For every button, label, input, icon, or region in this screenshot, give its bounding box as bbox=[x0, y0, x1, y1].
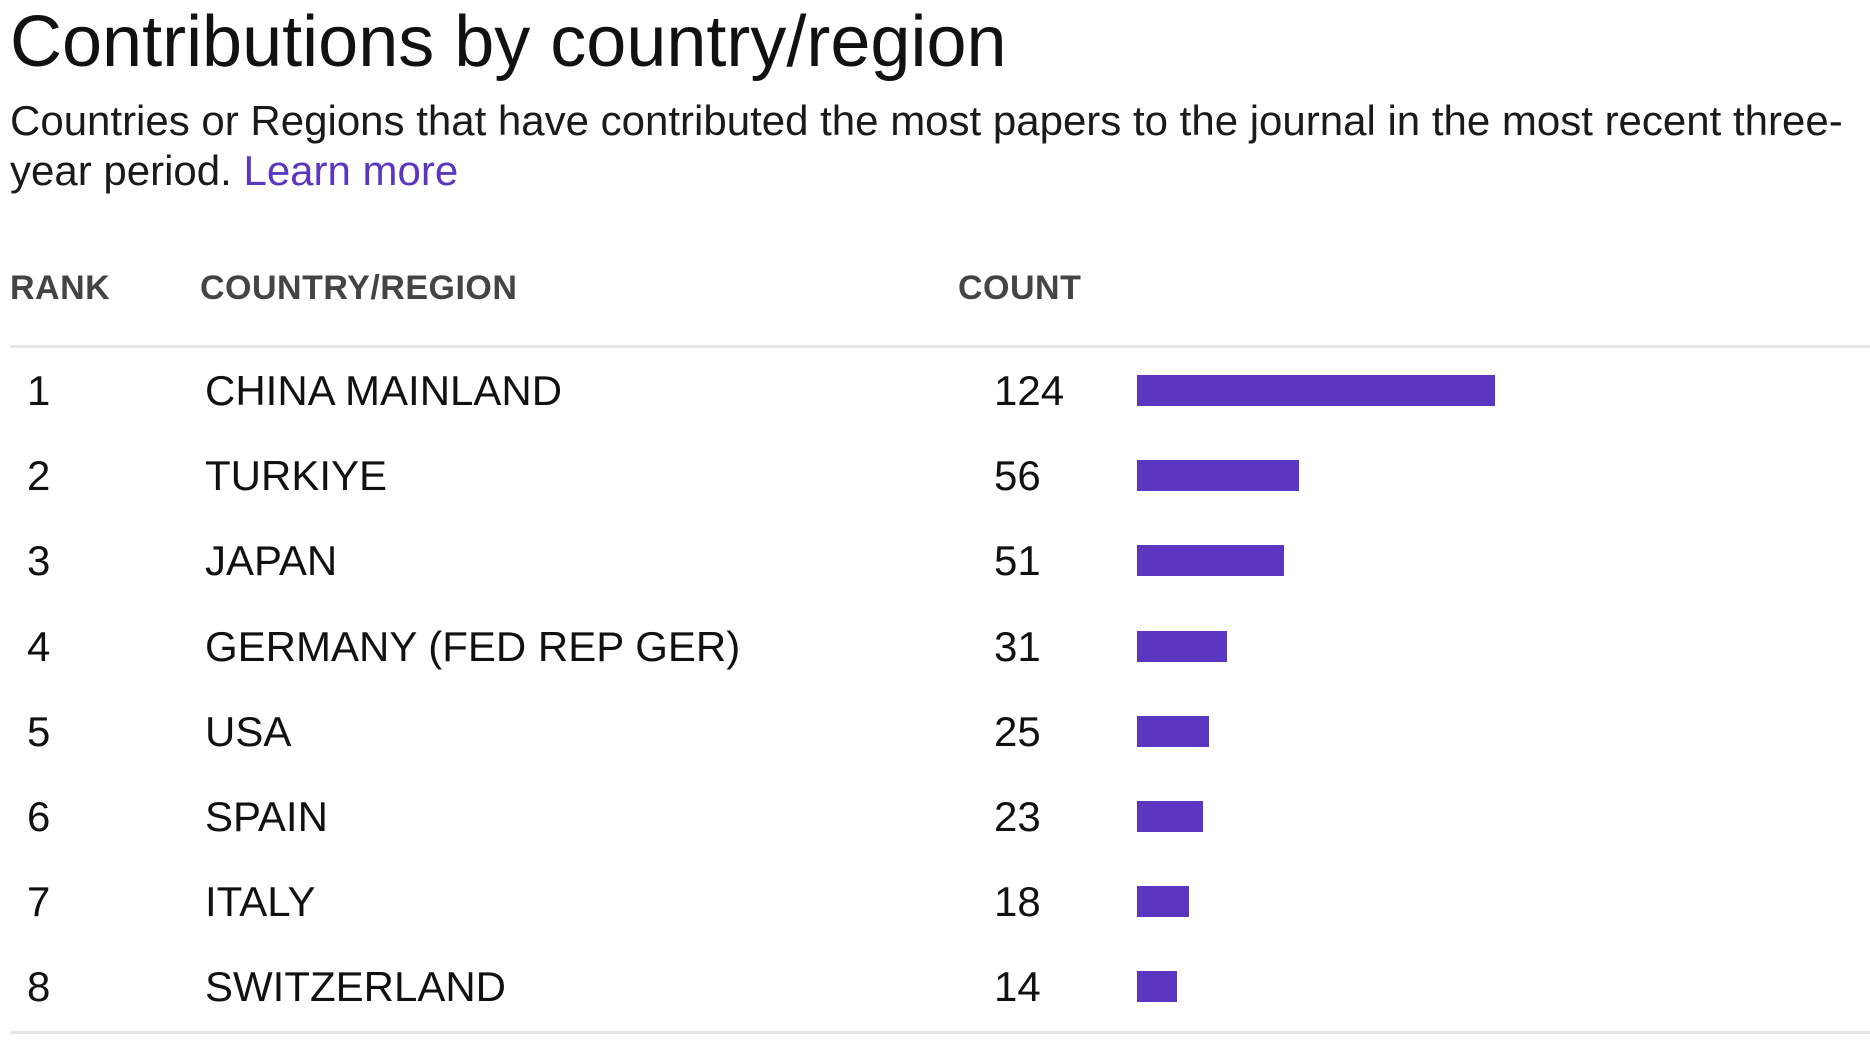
rank-cell: 4 bbox=[27, 622, 51, 670]
rank-cell: 1 bbox=[27, 367, 51, 414]
count-bar bbox=[1137, 460, 1299, 492]
learn-more-link[interactable]: Learn more bbox=[243, 147, 459, 194]
contributions-table: 1 CHINA MAINLAND 124 2 TURKIYE 56 3 JAPA… bbox=[0, 348, 1870, 1030]
count-bar bbox=[1137, 375, 1495, 406]
count-cell: 18 bbox=[994, 878, 1041, 926]
column-header-rank: RANK bbox=[10, 269, 111, 307]
count-cell: 31 bbox=[994, 622, 1041, 670]
count-bar bbox=[1137, 630, 1227, 662]
table-row: 1 CHINA MAINLAND 124 bbox=[0, 348, 1870, 433]
rank-cell: 2 bbox=[27, 452, 51, 500]
page-title: Contributions by country/region bbox=[10, 2, 1007, 82]
table-row: 3 JAPAN 51 bbox=[0, 518, 1870, 603]
count-bar bbox=[1137, 545, 1285, 577]
column-header-count: COUNT bbox=[958, 269, 1082, 307]
rank-cell: 5 bbox=[27, 707, 51, 755]
rank-cell: 6 bbox=[27, 792, 51, 840]
country-cell: USA bbox=[205, 707, 292, 755]
count-cell: 124 bbox=[994, 367, 1065, 414]
count-cell: 51 bbox=[994, 537, 1041, 585]
country-cell: GERMANY (FED REP GER) bbox=[205, 622, 741, 670]
count-cell: 14 bbox=[994, 963, 1041, 1011]
country-cell: ITALY bbox=[205, 878, 316, 926]
footer-divider bbox=[10, 1031, 1870, 1034]
subtitle: Countries or Regions that have contribut… bbox=[10, 96, 1865, 196]
count-cell: 56 bbox=[994, 452, 1041, 500]
table-row: 7 ITALY 18 bbox=[0, 859, 1870, 944]
column-header-country: COUNTRY/REGION bbox=[200, 269, 518, 307]
table-row: 4 GERMANY (FED REP GER) 31 bbox=[0, 604, 1870, 689]
country-cell: SPAIN bbox=[205, 792, 328, 840]
table-row: 6 SPAIN 23 bbox=[0, 774, 1870, 859]
rank-cell: 7 bbox=[27, 878, 51, 926]
rank-cell: 8 bbox=[27, 963, 51, 1011]
table-row: 8 SWITZERLAND 14 bbox=[0, 944, 1870, 1029]
count-bar bbox=[1137, 971, 1178, 1003]
country-cell: CHINA MAINLAND bbox=[205, 367, 563, 414]
table-row: 5 USA 25 bbox=[0, 689, 1870, 774]
country-cell: JAPAN bbox=[205, 537, 338, 585]
count-bar bbox=[1137, 715, 1210, 747]
count-cell: 25 bbox=[994, 707, 1041, 755]
count-bar bbox=[1137, 886, 1189, 918]
rank-cell: 3 bbox=[27, 537, 51, 585]
header-divider bbox=[10, 345, 1870, 348]
country-cell: TURKIYE bbox=[205, 452, 388, 500]
count-cell: 23 bbox=[994, 792, 1041, 840]
subtitle-text: Countries or Regions that have contribut… bbox=[10, 97, 1843, 194]
count-bar bbox=[1137, 800, 1204, 832]
table-row: 2 TURKIYE 56 bbox=[0, 433, 1870, 518]
country-cell: SWITZERLAND bbox=[205, 963, 507, 1011]
